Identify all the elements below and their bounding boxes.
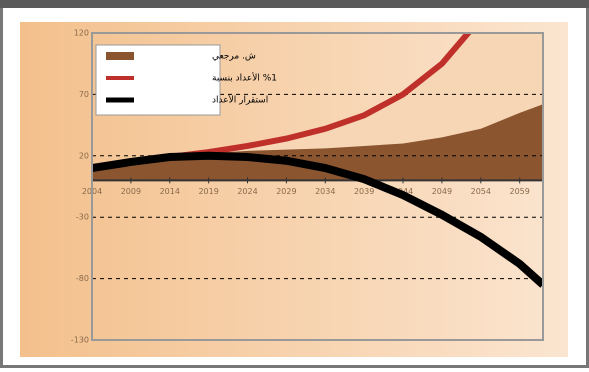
- x-tick-label: 2049: [432, 187, 452, 196]
- top-bar: [0, 0, 589, 8]
- x-tick-label: 2029: [276, 187, 296, 196]
- y-tick-label: -80: [76, 274, 89, 283]
- legend-label: %1 الأعداد بنسبة: [212, 72, 277, 84]
- x-tick-label: 2034: [315, 187, 335, 196]
- line: [92, 151, 543, 288]
- y-tick-label: 20: [79, 151, 89, 160]
- x-tick-label: 2059: [509, 187, 529, 196]
- y-tick-label: -30: [76, 213, 89, 222]
- legend-label: استقرار الأعداد: [212, 94, 268, 106]
- legend-swatch: [106, 52, 134, 60]
- y-tick-label: 70: [79, 90, 89, 99]
- x-tick-label: 2024: [237, 187, 257, 196]
- plot-border: [91, 32, 544, 341]
- x-tick-label: 2039: [354, 187, 374, 196]
- x-tick-label: 2019: [198, 187, 218, 196]
- area: [92, 104, 543, 181]
- x-tick-label: 2014: [160, 187, 180, 196]
- growth-area: [92, 33, 543, 169]
- y-tick-label: 120: [74, 29, 89, 38]
- x-tick-label: 2054: [471, 187, 491, 196]
- y-tick-label: -130: [71, 336, 89, 345]
- legend: ش. مرجعي %1 الأعداد بنسبة استقرار الأعداد: [95, 44, 277, 116]
- legend-label: ش. مرجعي: [212, 52, 256, 62]
- x-tick-label: 2009: [121, 187, 141, 196]
